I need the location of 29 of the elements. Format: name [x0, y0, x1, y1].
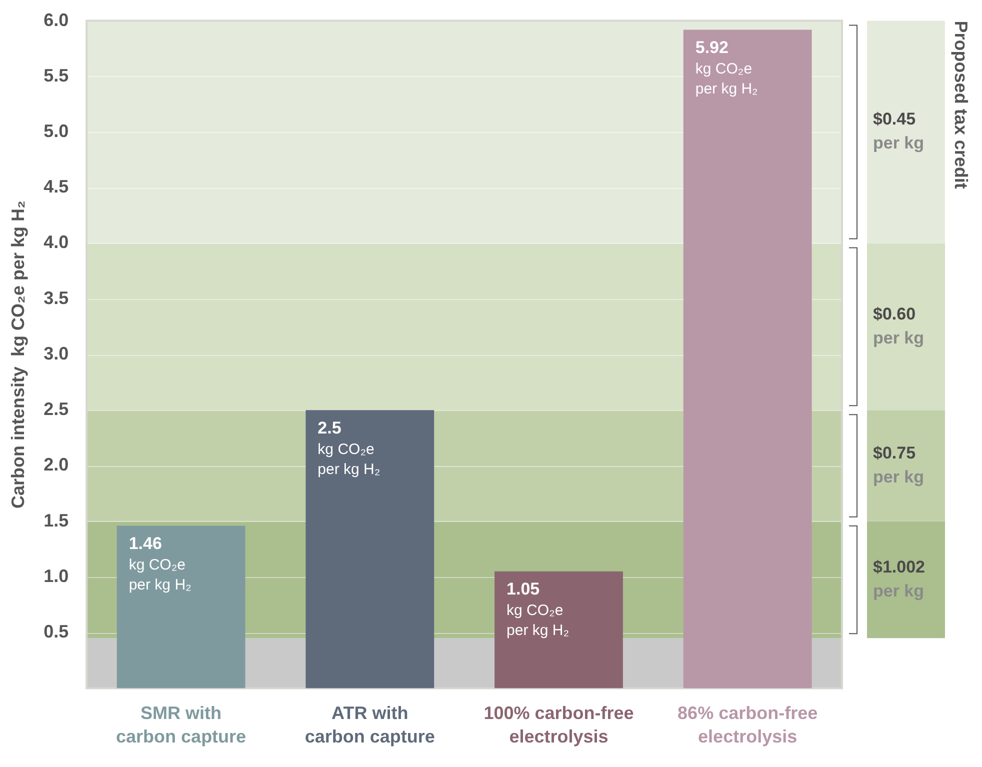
data-label: 2.5 kg CO₂e per kg H₂	[318, 418, 380, 478]
data-label: 5.92 kg CO₂e per kg H₂	[695, 38, 758, 98]
y-tick-label: 5.0	[44, 121, 69, 141]
bar	[306, 410, 434, 688]
band-label: $0.60 per kg	[873, 304, 924, 348]
y-tick-label: 4.0	[44, 232, 69, 252]
bar	[494, 571, 623, 688]
y-tick-label: 5.5	[44, 65, 69, 86]
data-label: 1.46 kg CO₂e per kg H₂	[128, 534, 192, 594]
text: Proposed tax credit	[951, 20, 972, 189]
x-tick-label: 100% carbon-free electrolysis	[484, 702, 634, 746]
x-tick-label: SMR with carbon capture	[116, 702, 246, 746]
x-tick-label: 86% carbon-free electrolysis	[678, 702, 818, 746]
y-tick-label: 2.5	[44, 399, 69, 420]
y-tick-label: 0.5	[44, 622, 69, 642]
y-tick-label: 1.0	[44, 566, 69, 586]
y-axis-title: Carbon intensity kg CO₂e per kg H₂	[8, 200, 28, 509]
data-label: 1.05 kg CO₂e per kg H₂	[506, 580, 570, 640]
band-label: $0.75 per kg	[873, 443, 924, 486]
y-tick-label: 3.5	[44, 288, 69, 308]
bar	[116, 526, 246, 688]
y-tick-label: 3.0	[44, 343, 69, 364]
x-tick-label: ATR with carbon capture	[304, 702, 435, 746]
y-tick-label: 6.0	[44, 10, 69, 30]
y-tick-label: 2.0	[44, 454, 69, 475]
bar	[683, 30, 812, 688]
y-tick-label: 4.5	[44, 176, 69, 197]
y-tick-label: 1.5	[44, 510, 69, 530]
band-label: $0.45 per kg	[873, 110, 924, 153]
